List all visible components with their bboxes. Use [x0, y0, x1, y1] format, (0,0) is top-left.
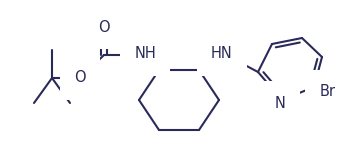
Text: O: O	[74, 70, 86, 86]
Text: HN: HN	[211, 46, 233, 62]
Text: N: N	[274, 96, 285, 111]
Text: NH: NH	[134, 46, 156, 62]
Text: O: O	[98, 20, 110, 34]
Text: Br: Br	[320, 84, 336, 99]
